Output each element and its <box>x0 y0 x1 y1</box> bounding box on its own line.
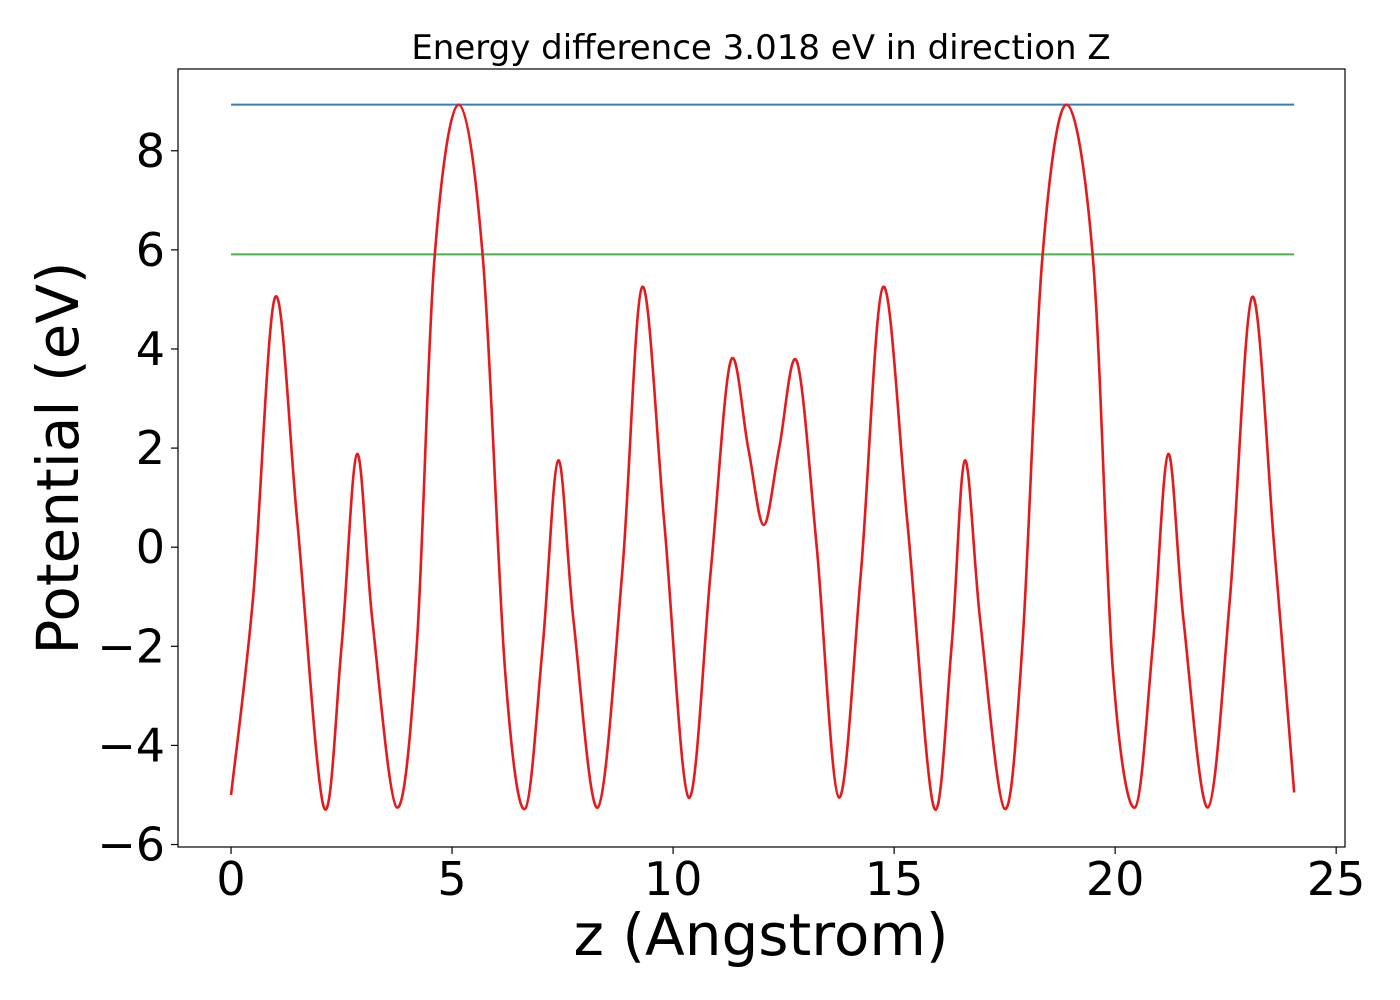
x-tick-label: 5 <box>437 852 466 906</box>
plot-frame <box>177 68 1346 848</box>
y-tick-label: 8 <box>136 124 165 178</box>
y-tick-label: 0 <box>136 520 165 574</box>
y-tick-label: 2 <box>136 421 165 475</box>
y-tick-label: −6 <box>97 818 165 872</box>
x-tick-label: 20 <box>1086 852 1145 906</box>
x-tick-label: 0 <box>216 852 245 906</box>
y-axis-title: Potential (eV) <box>24 261 92 654</box>
x-tick-label: 10 <box>644 852 703 906</box>
y-tick-label: −4 <box>97 718 165 772</box>
series-line-0 <box>229 103 1296 811</box>
x-tick-label: 15 <box>865 852 924 906</box>
y-tick-label: 6 <box>136 223 165 277</box>
chart-title: Energy difference 3.018 eV in direction … <box>411 28 1110 68</box>
y-tick-label: 4 <box>136 322 165 376</box>
y-axis-ticks: −6 −4 −2 0 2 4 6 8 <box>97 124 178 872</box>
x-axis-title: z (Angstrom) <box>574 901 949 969</box>
series-layer <box>229 103 1296 811</box>
y-tick-label: −2 <box>97 619 165 673</box>
x-axis-ticks: 0 5 10 15 20 25 <box>216 847 1365 906</box>
x-tick-label: 25 <box>1307 852 1366 906</box>
